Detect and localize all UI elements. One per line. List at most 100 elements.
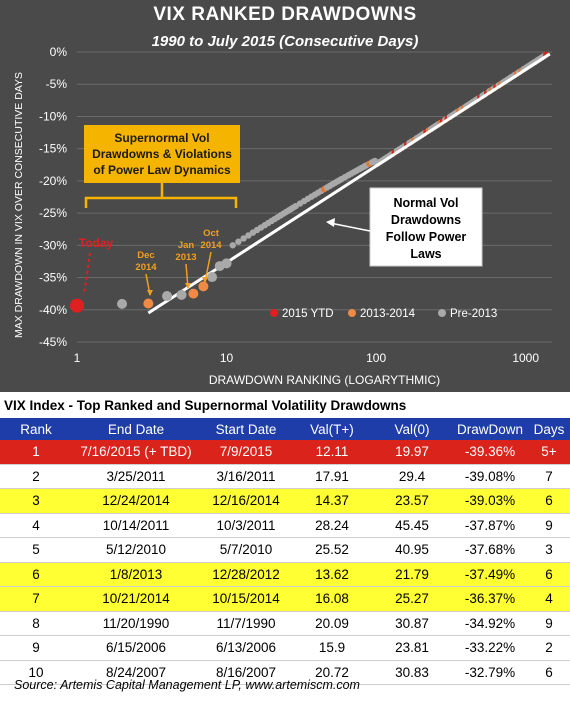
table-header-cell: End Date (72, 418, 200, 440)
supernormal-callout-text: Drawdowns & Violations (92, 147, 232, 161)
supernormal-callout-text: Supernormal Vol (114, 131, 209, 145)
data-point-2013-2014 (143, 298, 154, 309)
data-point-pre-2013 (162, 291, 173, 302)
table-cell: 1/8/2013 (72, 562, 200, 587)
annotation-oct2014-arrowhead (202, 277, 208, 283)
table-cell: 9 (32, 640, 40, 656)
data-point-curve (229, 242, 236, 249)
table-row: 8 11/20/1990 11/7/1990 20.09 30.87 -34.92% 9 (0, 611, 570, 636)
x-tick-label: 1 (74, 351, 81, 365)
table-cell: -37.68% (464, 542, 516, 558)
x-tick-label: 1000 (512, 351, 539, 365)
table-cell: 6 (545, 664, 553, 680)
drawdown-table: Rank End Date Start Date Val(T+) Val(0) DrawD… (0, 418, 570, 685)
y-tick-label: 0% (50, 45, 68, 59)
table-cell: 3/16/2011 (216, 468, 276, 484)
data-point-2013-2014 (198, 281, 209, 292)
table-cell: 2 (32, 468, 40, 484)
y-tick-label: -35% (39, 271, 67, 285)
table-cell: 30.83 (395, 664, 429, 680)
table-cell: 13.62 (292, 562, 372, 587)
legend-marker (438, 309, 446, 317)
table-cell: 11/7/1990 (216, 615, 276, 631)
table-cell: -39.03% (452, 488, 528, 513)
table-cell: 1 (0, 440, 72, 464)
table-cell: 6 (528, 488, 570, 513)
annotation-oct2014: Oct (203, 228, 220, 239)
table-cell: 7/9/2015 (200, 440, 292, 464)
table-cell: 7/16/2015 (+ TBD) (72, 440, 200, 464)
table-row: 7 10/21/2014 10/15/2014 16.08 25.27 -36.37% 4 (0, 586, 570, 611)
table-cell: 15.9 (318, 640, 346, 656)
table-cell: 30.87 (395, 615, 429, 631)
table-cell: 29.4 (398, 468, 426, 484)
annotation-jan2013-arrowhead (185, 283, 191, 289)
legend-label: Pre-2013 (450, 308, 497, 320)
table-cell: 5 (32, 542, 40, 558)
x-tick-label: 100 (366, 351, 386, 365)
y-tick-label: -40% (39, 303, 67, 317)
table-row: 1 7/16/2015 (+ TBD) 7/9/2015 12.11 19.97 -39.… (0, 440, 570, 464)
normal-callout-text: Laws (410, 247, 441, 261)
table-row: 6 1/8/2013 12/28/2012 13.62 21.79 -37.49% 6 (0, 562, 570, 587)
y-tick-label: -25% (39, 206, 67, 220)
table-cell: 6/15/2006 (105, 640, 167, 656)
table-row: 2 3/25/2011 3/16/2011 17.91 29.4 -39.08% 7 (0, 464, 570, 489)
x-axis-label: DRAWDOWN RANKING (LOGARYTHMIC) (209, 373, 440, 387)
y-tick-label: -15% (39, 142, 67, 156)
table-cell: 45.45 (395, 517, 429, 533)
table-row: 10 8/24/2007 8/16/2007 20.72 30.83 -32.79% 6 (0, 660, 570, 685)
table-cell: 12.11 (292, 440, 372, 464)
annotation-dec2014: 2014 (135, 262, 157, 273)
table-cell: -32.79% (464, 664, 516, 680)
table-cell: 10 (28, 664, 44, 680)
normal-callout-text: Drawdowns (391, 213, 461, 227)
normal-callout-box (369, 187, 483, 267)
table-cell: 5+ (528, 440, 570, 464)
table-cell: 10/14/2011 (102, 517, 170, 533)
x-tick-label: 10 (220, 351, 234, 365)
table-cell: 23.81 (395, 640, 429, 656)
table-cell: 9 (545, 517, 553, 533)
table-cell: -39.08% (464, 468, 516, 484)
table-header-row: Rank End Date Start Date Val(T+) Val(0) DrawD… (0, 418, 570, 440)
chart-title: VIX RANKED DRAWDOWNS (153, 4, 417, 25)
table-cell: 8 (32, 615, 40, 631)
table-cell: 4 (528, 586, 570, 611)
annotation-today-arrow (83, 252, 91, 296)
table-cell: -34.92% (464, 615, 516, 631)
table-cell: 20.72 (315, 664, 349, 680)
table-header-cell: DrawDown (452, 418, 528, 440)
table-title: VIX Index - Top Ranked and Supernormal V… (4, 398, 407, 413)
table-header-cell: Start Date (200, 418, 292, 440)
table-cell: 17.91 (315, 468, 349, 484)
table-header-cell: Val(T+) (292, 418, 372, 440)
table-cell: 8/24/2007 (105, 664, 167, 680)
annotation-dec2014-arrowhead (147, 290, 153, 296)
table-cell: 8/16/2007 (215, 664, 277, 680)
table-cell: 9 (545, 615, 553, 631)
data-point-pre-2013 (221, 258, 232, 269)
data-point-pre-2013 (176, 289, 187, 300)
normal-callout-arrow (329, 222, 371, 232)
table-cell: 6 (0, 562, 72, 587)
table-cell: 10/15/2014 (200, 586, 292, 611)
table-cell: 23.57 (372, 488, 452, 513)
table-cell: 12/16/2014 (200, 488, 292, 513)
table-cell: 19.97 (372, 440, 452, 464)
table-cell: -39.36% (452, 440, 528, 464)
legend-label: 2015 YTD (282, 308, 334, 320)
data-point-pre-2013 (207, 272, 218, 283)
table-cell: 2 (545, 640, 553, 656)
table-cell: 28.24 (315, 517, 349, 533)
data-point-pre-2013 (117, 298, 128, 309)
table-row: 9 6/15/2006 6/13/2006 15.9 23.81 -33.22% 2 (0, 636, 570, 660)
table-cell: 12/28/2012 (200, 562, 292, 587)
data-point-curve (235, 238, 242, 245)
table-cell: 10/3/2011 (216, 517, 276, 533)
table-cell: 6 (528, 562, 570, 587)
table-cell: 12/24/2014 (72, 488, 200, 513)
table-row: 4 10/14/2011 10/3/2011 28.24 45.45 -37.87% 9 (0, 513, 570, 538)
power-law-fit-line (147, 52, 551, 315)
table-cell: -36.37% (452, 586, 528, 611)
